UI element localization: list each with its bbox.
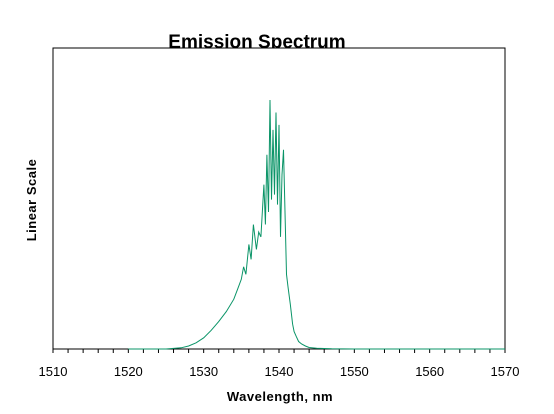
x-axis-ticks xyxy=(52,349,506,353)
x-tick-label: 1560 xyxy=(415,364,444,379)
x-tick-label: 1550 xyxy=(340,364,369,379)
plot-area xyxy=(52,47,506,350)
spectrum-line xyxy=(128,99,505,350)
x-tick-label: 1530 xyxy=(189,364,218,379)
x-tick-label: 1570 xyxy=(491,364,520,379)
y-axis-label: Linear Scale xyxy=(24,159,39,242)
x-axis-tick-labels: 1510 1520 1530 1540 1550 1560 1570 xyxy=(39,364,520,379)
x-tick-label: 1540 xyxy=(265,364,294,379)
x-axis-label: Wavelength, nm xyxy=(227,389,333,404)
x-tick-label: 1510 xyxy=(39,364,68,379)
x-tick-label: 1520 xyxy=(114,364,143,379)
